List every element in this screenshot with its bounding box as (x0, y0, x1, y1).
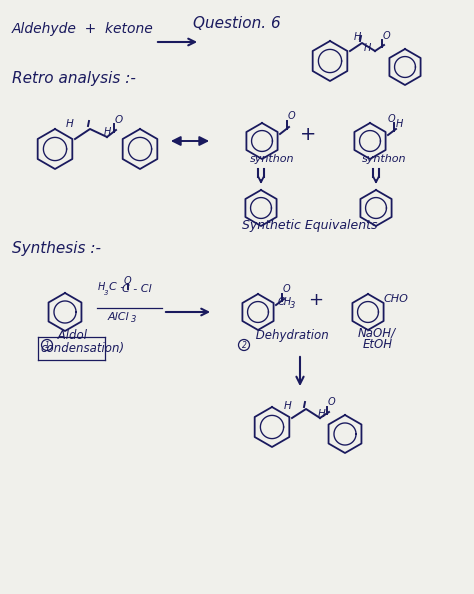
Text: O: O (115, 115, 123, 125)
Text: C -: C - (109, 282, 128, 292)
Text: H: H (284, 401, 292, 411)
Text: 3: 3 (290, 301, 295, 310)
Text: H: H (396, 119, 403, 129)
Text: Synthetic Equivalents: Synthetic Equivalents (242, 219, 378, 232)
Text: condensation): condensation) (40, 342, 124, 355)
Text: O: O (283, 284, 291, 294)
Text: 1: 1 (45, 340, 49, 349)
Text: O: O (383, 31, 391, 41)
Text: 2: 2 (242, 340, 246, 349)
Text: synthon: synthon (362, 154, 407, 164)
Text: O: O (388, 114, 396, 124)
Text: Synthesis :-: Synthesis :- (12, 241, 101, 256)
Text: 3: 3 (104, 290, 109, 296)
Text: H: H (98, 282, 105, 292)
Text: +: + (300, 125, 316, 144)
Text: NaOH/: NaOH/ (358, 326, 396, 339)
Text: CH: CH (278, 297, 292, 307)
Text: CHO: CHO (384, 294, 409, 304)
Text: H: H (104, 127, 111, 137)
Text: Aldol: Aldol (54, 329, 87, 342)
Text: Retro analysis :-: Retro analysis :- (12, 71, 136, 86)
Text: AlCl: AlCl (108, 312, 129, 322)
Text: H: H (66, 119, 74, 129)
Text: +: + (309, 291, 324, 309)
Text: O: O (288, 111, 296, 121)
Text: C - Cl: C - Cl (122, 284, 152, 294)
Text: Aldehyde  +  ketone: Aldehyde + ketone (12, 22, 154, 36)
Text: O: O (328, 397, 336, 407)
Text: H: H (318, 409, 326, 419)
Text: H: H (354, 32, 361, 42)
Text: synthon: synthon (250, 154, 294, 164)
Text: EtOH: EtOH (363, 338, 393, 351)
Text: Question. 6: Question. 6 (193, 16, 281, 31)
Text: Dehydration: Dehydration (252, 329, 329, 342)
Text: H: H (364, 43, 371, 53)
Text: 3: 3 (131, 315, 137, 324)
Text: O: O (124, 276, 132, 286)
